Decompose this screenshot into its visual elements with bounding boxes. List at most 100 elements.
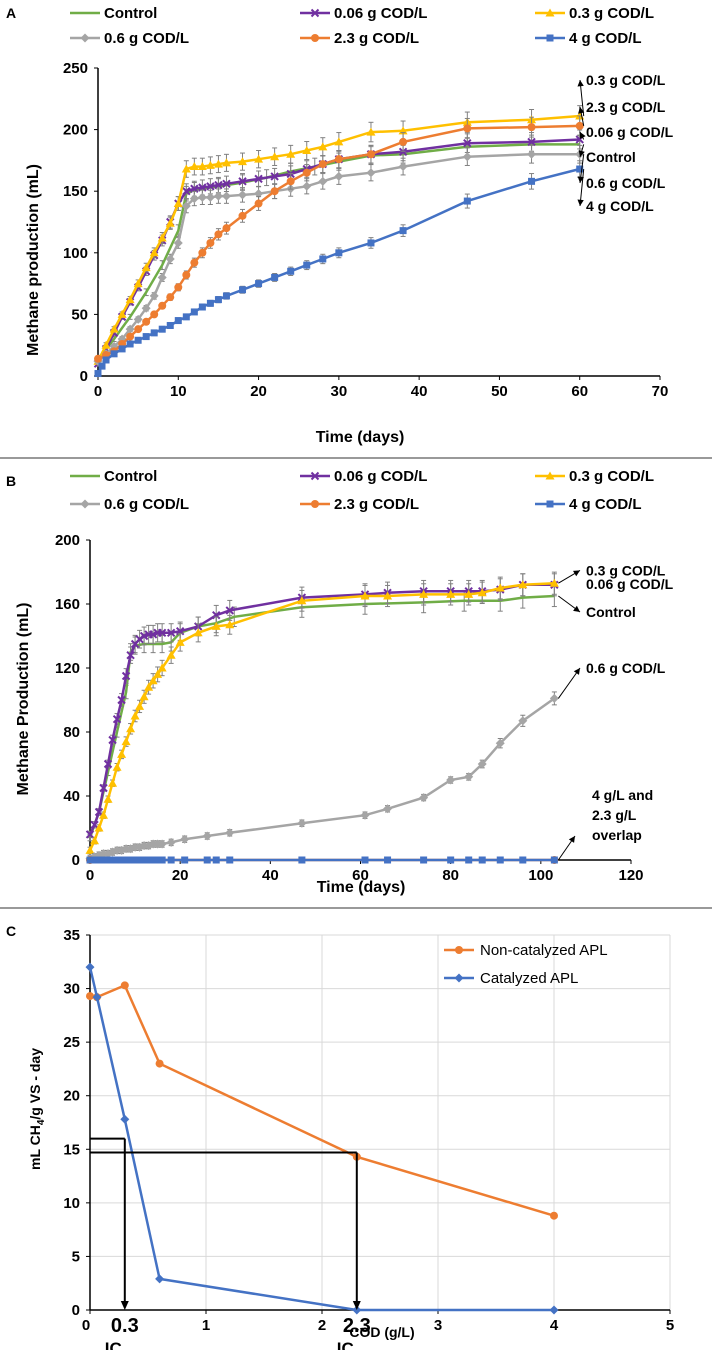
- panel-c-point-non-catalyzed-apl: [120, 981, 129, 990]
- panel-b-overlap-note: overlap: [592, 827, 642, 843]
- panel-a-x-tick-label: 40: [411, 383, 428, 400]
- panel-b-point-0-6-g-cod-l: [112, 845, 122, 855]
- panel-a-point-0-6-g-cod-l: [398, 162, 408, 172]
- panel-b-point-0-3-g-cod-l: [103, 794, 113, 803]
- panel-a-annotation-label: 0.3 g COD/L: [586, 72, 666, 88]
- panel-b-y-tick-label: 0: [72, 852, 80, 869]
- panel-c-ylabel-prefix: mL CH: [27, 1125, 43, 1170]
- panel-b-point-4-g-cod-l: [131, 856, 139, 864]
- panel-c-series-catalyzed-apl: [85, 962, 559, 1315]
- panel-a-point-2-3-g-cod-l: [142, 317, 151, 326]
- panel-a-point-4-g-cod-l: [190, 308, 198, 316]
- panel-b-point-4-g-cod-l: [384, 856, 392, 864]
- panel-b-point-4-g-cod-l: [550, 856, 558, 864]
- panel-a-point-0-6-g-cod-l: [165, 254, 175, 264]
- panel-a-point-2-3-g-cod-l: [334, 155, 343, 164]
- panel-c-ic50-value: 0.3: [111, 1315, 139, 1337]
- panel-a-point-0-6-g-cod-l: [205, 192, 215, 202]
- panel-b-point-4-g-cod-l: [140, 856, 148, 864]
- panel-b-annotation-label: Control: [586, 604, 636, 620]
- panel-c-y-tick-label: 15: [63, 1141, 80, 1158]
- panel-a-point-0-3-g-cod-l: [141, 263, 151, 272]
- panel-b-point-0-6-g-cod-l: [383, 804, 393, 814]
- panel-a-point-0-3-g-cod-l: [254, 154, 264, 163]
- panel-b-point-0-3-g-cod-l: [135, 701, 145, 710]
- panel-a-y-tick-label: 0: [80, 368, 88, 385]
- panel-c-ic50-label-sub: 50-cat: [122, 1348, 157, 1350]
- panel-b-overlap-note: 2.3 g/L: [592, 807, 637, 823]
- panel-b-point-0-3-g-cod-l: [112, 762, 122, 771]
- panel-b-legend-label: 4 g COD/L: [569, 496, 642, 513]
- panel-b-point-4-g-cod-l: [100, 856, 108, 864]
- panel-a-point-4-g-cod-l: [98, 362, 106, 370]
- panel-b-point-4-g-cod-l: [465, 856, 473, 864]
- panel-a-point-0-3-g-cod-l: [270, 152, 280, 161]
- panel-c-y-tick-label: 25: [63, 1034, 80, 1051]
- panel-c-x-tick-label: 0: [82, 1317, 90, 1334]
- panel-a-point-2-3-g-cod-l: [302, 168, 311, 177]
- panel-b-x-tick-label: 120: [618, 867, 643, 884]
- panel-a-point-0-3-g-cod-l: [125, 295, 135, 304]
- panel-a-point-0-3-g-cod-l: [165, 218, 175, 227]
- panel-a-point-4-g-cod-l: [399, 227, 407, 235]
- panel-b-point-0-06-g-cod-l: [112, 714, 122, 724]
- panel-b-x-tick-label: 40: [262, 867, 279, 884]
- panel-c-ylabel-subscript: 4: [36, 1119, 47, 1125]
- panel-b-point-4-g-cod-l: [226, 856, 234, 864]
- panel-b-point-4-g-cod-l: [91, 856, 99, 864]
- panel-a-y-tick-label: 200: [63, 122, 88, 139]
- panel-b-point-0-3-g-cod-l: [121, 737, 131, 746]
- panel-b-x-tick-label: 60: [352, 867, 369, 884]
- panel-b-point-4-g-cod-l: [212, 856, 220, 864]
- panel-b-point-0-6-g-cod-l: [148, 839, 158, 849]
- panel-a-point-0-6-g-cod-l: [213, 191, 223, 201]
- panel-a-annotation-arrowhead: [577, 199, 584, 206]
- panel-c-point-catalyzed-apl: [549, 1305, 559, 1315]
- panel-b-point-0-3-g-cod-l: [518, 580, 528, 589]
- panel-a-point-0-06-g-cod-l: [222, 179, 231, 189]
- panel-b-point-0-6-g-cod-l: [202, 831, 212, 841]
- panel-a-annotation-arrowhead: [579, 132, 586, 139]
- panel-a: A Control 0.06 g COD/L 0.3 g COD/L 0.6 g CO…: [6, 5, 674, 446]
- panel-b-point-0-6-g-cod-l: [477, 759, 487, 769]
- panel-a-point-0-6-g-cod-l: [173, 238, 183, 248]
- panel-a-point-4-g-cod-l: [335, 249, 343, 257]
- panel-c-x-tick-label: 2: [318, 1317, 326, 1334]
- panel-a-point-0-06-g-cod-l: [214, 180, 223, 190]
- panel-b-point-0-3-g-cod-l: [144, 682, 154, 691]
- panel-a-letter: A: [6, 5, 16, 21]
- panel-b-point-4-g-cod-l: [298, 856, 306, 864]
- panel-b-point-4-g-cod-l: [145, 856, 153, 864]
- panel-c-ylabel-suffix: /g VS - day: [27, 1048, 43, 1120]
- panel-b-legend-marker: [310, 471, 320, 481]
- panel-b-point-0-3-g-cod-l: [211, 621, 221, 630]
- panel-c-xlabel: COD (g/L): [349, 1324, 414, 1340]
- panel-a-point-2-3-g-cod-l: [94, 354, 102, 363]
- panel-b-point-4-g-cod-l: [95, 856, 103, 864]
- panel-a-x-tick-label: 20: [250, 383, 267, 400]
- panel-a-point-2-3-g-cod-l: [150, 310, 159, 319]
- panel-c-ic50-label-main: IC: [337, 1339, 354, 1350]
- panel-b-series-0-3-g-cod-l: [85, 571, 559, 855]
- panel-b-point-4-g-cod-l: [118, 856, 126, 864]
- panel-a-legend-label: 0.06 g COD/L: [334, 5, 427, 22]
- panel-a-point-0-3-g-cod-l: [334, 137, 344, 146]
- panel-a-xlabel: Time (days): [316, 429, 405, 446]
- panel-a-point-0-3-g-cod-l: [366, 127, 376, 136]
- panel-b-point-0-3-g-cod-l: [153, 669, 163, 678]
- panel-b-point-0-6-g-cod-l: [99, 849, 109, 859]
- panel-a-x-tick-label: 50: [491, 383, 508, 400]
- panel-a-point-0-6-g-cod-l: [133, 314, 143, 324]
- panel-b-series-0-6-g-cod-l: [85, 691, 559, 863]
- panel-a-annotations: 0.3 g COD/L 2.3 g COD/L 0.06 g COD/L Contro…: [577, 72, 674, 214]
- panel-c-x-tick-label: 3: [434, 1317, 442, 1334]
- panel-a-point-2-3-g-cod-l: [399, 137, 408, 146]
- panel-b-point-0-3-g-cod-l: [175, 637, 185, 646]
- panel-c-y-tick-label: 5: [72, 1248, 80, 1265]
- panel-a-point-0-6-g-cod-l: [221, 191, 231, 201]
- panel-b-point-4-g-cod-l: [154, 856, 162, 864]
- panel-c-x-tick-label: 5: [666, 1317, 674, 1334]
- panel-a-point-2-3-g-cod-l: [270, 187, 279, 196]
- panel-b-point-0-06-g-cod-l: [85, 830, 95, 839]
- panel-a-point-0-3-g-cod-l: [101, 340, 111, 349]
